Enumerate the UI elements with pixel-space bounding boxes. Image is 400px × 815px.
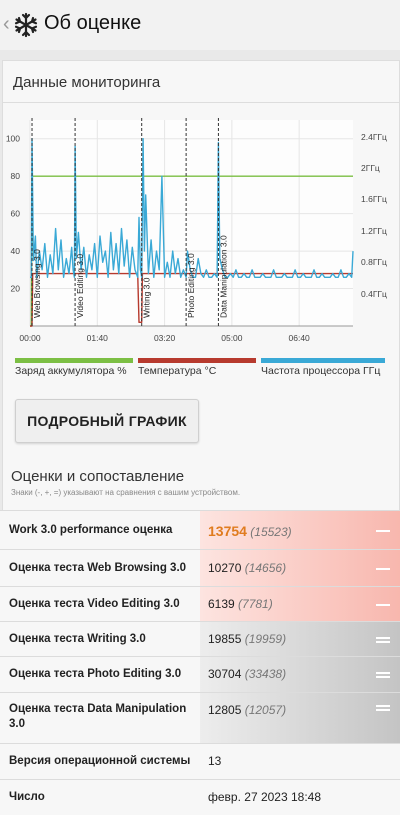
legend-label: Частота процессора ГГц	[261, 365, 381, 377]
legend-swatch	[261, 358, 385, 363]
x-tick-label: 03:20	[154, 333, 176, 343]
score-label: Оценка теста Data Manipulation 3.0	[9, 703, 187, 730]
score-value-cell: 6139 (7781)	[200, 587, 400, 622]
score-label: Work 3.0 performance оценка	[9, 523, 173, 536]
series-line	[30, 272, 353, 327]
minus-icon	[376, 567, 390, 572]
score-label: Число	[9, 790, 45, 803]
y-left-tick-label: 80	[11, 171, 21, 181]
score-number: февр. 27 2023 18:48	[208, 789, 322, 804]
score-label: Оценка теста Video Editing 3.0	[9, 597, 180, 610]
score-number: 13	[208, 754, 222, 768]
scores-subtitle: Знаки (-, +, =) указывают на сравнения с…	[11, 488, 241, 497]
equal-icon	[376, 672, 390, 680]
x-tick-label: 06:40	[289, 333, 311, 343]
score-value: 30704 (33438)	[208, 667, 286, 681]
legend-swatch	[138, 358, 256, 363]
score-value-cell: 13754 (15523)	[200, 511, 400, 550]
score-row: Оценка теста Photo Editing 3.0 30704 (334…	[0, 656, 400, 693]
y-right-tick-label: 1.2ГГц	[361, 226, 387, 236]
score-row: Оценка теста Video Editing 3.0 6139 (7781…	[0, 586, 400, 622]
score-number: 30704	[208, 667, 242, 681]
score-value: февр. 27 2023 18:48	[208, 790, 321, 804]
score-value-cell: 30704 (33438)	[200, 657, 400, 693]
score-value: 10270 (14656)	[208, 561, 286, 575]
equal-icon	[376, 636, 390, 645]
section-label: Video Editing 3.0	[75, 254, 85, 318]
score-value: 19855 (19959)	[208, 632, 286, 646]
y-left-tick-label: 20	[11, 284, 21, 294]
score-row: Версия операционной системы 13	[0, 743, 400, 780]
score-value: 12805 (12057)	[208, 703, 286, 717]
y-right-tick-label: 0.8ГГц	[361, 257, 387, 267]
legend-swatch	[15, 358, 133, 363]
score-label: Оценка теста Writing 3.0	[9, 632, 146, 645]
section-label: Photo Editing 3.0	[186, 253, 196, 318]
equal-icon	[376, 705, 390, 713]
score-value: 13754 (15523)	[208, 523, 292, 539]
monitoring-title: Данные мониторинга	[13, 74, 161, 91]
monitoring-chart: 20 40 60 80 100 0.4ГГц 0.8ГГц 1.2ГГц 1.6ГГц 2ГГц 2…	[6, 118, 387, 343]
y-right-tick-label: 0.4ГГц	[361, 289, 387, 299]
legend-label: Заряд аккумулятора %	[15, 365, 127, 377]
app-bar: ‹ Об оценке	[0, 0, 400, 50]
y-right-tick-label: 2ГГц	[361, 163, 380, 173]
y-left-tick-label: 60	[11, 209, 21, 219]
score-number: 6139	[208, 596, 235, 611]
score-row: Число февр. 27 2023 18:48	[0, 779, 400, 815]
y-right-tick-label: 1.6ГГц	[361, 194, 387, 204]
score-row: Оценка теста Writing 3.0 19855 (19959)	[0, 621, 400, 657]
x-tick-label: 01:40	[87, 333, 109, 343]
score-label: Оценка теста Photo Editing 3.0	[9, 668, 182, 680]
score-value-cell: 19855 (19959)	[200, 622, 400, 657]
y-left-tick-label: 40	[11, 246, 21, 256]
detailed-chart-button[interactable]: ПОДРОБНЫЙ ГРАФИК	[15, 399, 199, 443]
x-tick-label: 00:00	[19, 333, 41, 343]
y-left-tick-label: 100	[6, 134, 20, 144]
score-compare: (12057)	[241, 703, 287, 717]
score-compare: (14656)	[241, 560, 287, 575]
score-row: Work 3.0 performance оценка 13754 (15523)	[0, 510, 400, 550]
score-row: Оценка теста Data Manipulation 3.0 12805 …	[0, 692, 400, 744]
series-line	[30, 137, 354, 278]
score-value: 13	[208, 754, 221, 768]
divider	[3, 102, 399, 103]
snowflake-icon	[14, 12, 38, 38]
score-number: 19855	[208, 631, 242, 646]
back-icon[interactable]: ‹	[3, 13, 10, 35]
minus-icon	[376, 603, 390, 608]
score-value-cell: 10270 (14656)	[200, 550, 400, 587]
legend-label: Температура °C	[138, 365, 217, 377]
section-label: Writing 3.0	[142, 277, 152, 318]
score-value: 6139 (7781)	[208, 597, 273, 611]
score-compare: (33438)	[241, 667, 287, 681]
score-label: Оценка теста Web Browsing 3.0	[9, 561, 187, 574]
score-compare: (15523)	[246, 524, 292, 539]
y-right-tick-label: 2.4ГГц	[361, 132, 387, 142]
score-number: 12805	[208, 703, 242, 717]
score-number: 13754	[208, 522, 247, 539]
score-row: Оценка теста Web Browsing 3.0 10270 (1465…	[0, 549, 400, 587]
minus-icon	[376, 529, 390, 534]
scores-title: Оценки и сопоставление	[11, 468, 185, 485]
score-value-cell: 12805 (12057)	[200, 693, 400, 744]
section-label: Data Manipulation 3.0	[218, 235, 228, 318]
score-number: 10270	[208, 560, 242, 575]
score-value-cell: 13	[200, 744, 400, 780]
section-label: Web Browsing 3.0	[32, 249, 42, 318]
page-title: Об оценке	[44, 12, 142, 34]
score-value-cell: февр. 27 2023 18:48	[200, 780, 400, 815]
score-compare: (19959)	[241, 631, 287, 646]
score-label: Версия операционной системы	[9, 755, 191, 767]
x-tick-label: 05:00	[221, 333, 243, 343]
score-compare: (7781)	[234, 596, 273, 611]
